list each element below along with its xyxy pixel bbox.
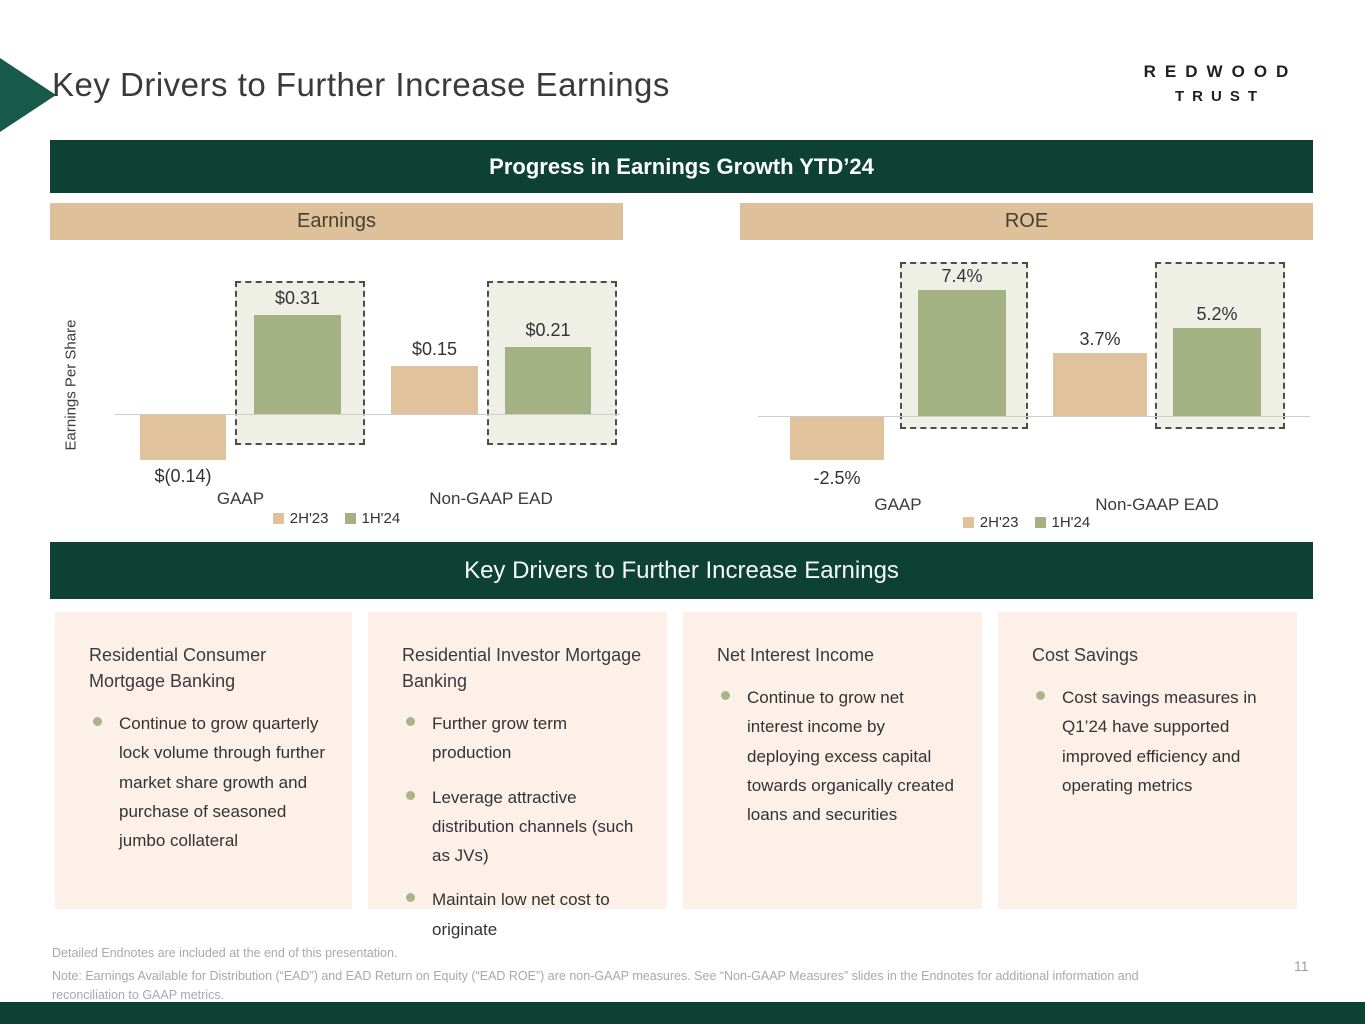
bullet-item: Maintain low net cost to originate	[402, 885, 643, 943]
bottom-green-bar	[0, 1002, 1365, 1024]
page-title: Key Drivers to Further Increase Earnings	[52, 66, 670, 103]
legend-swatch-tan	[962, 517, 974, 528]
page-number: 11	[1294, 958, 1309, 974]
bullet-icon	[406, 893, 415, 903]
category-label-non-gaap-ead: Non-GAAP EAD	[1095, 495, 1219, 514]
bullet-item: Continue to grow quarterly lock volume t…	[89, 709, 328, 855]
legend-label: 2H'23	[289, 510, 329, 527]
earnings-legend: 2H'23 1H'24	[50, 510, 623, 527]
legend-label: 1H'24	[361, 510, 401, 527]
bullet-item: Further grow term production	[402, 709, 643, 767]
driver-column-net-interest-income: Net Interest Income Continue to grow net…	[683, 612, 982, 909]
earnings-axis-baseline	[115, 414, 620, 415]
legend-item-2h23: 2H'23	[272, 510, 329, 527]
category-label-gaap: GAAP	[216, 489, 265, 508]
earnings-y-axis-label: Earnings Per Share	[62, 319, 80, 451]
legend-item-2h23: 2H'23	[962, 514, 1019, 531]
driver-column-residential-consumer: Residential Consumer Mortgage Banking Co…	[55, 612, 352, 909]
driver-column-cost-savings: Cost Savings Cost savings measures in Q1…	[998, 612, 1297, 909]
bullet-icon	[1036, 691, 1045, 701]
legend-label: 1H'24	[1051, 514, 1091, 531]
value-label: 3.7%	[1079, 329, 1121, 349]
value-label: $0.21	[525, 320, 571, 340]
bullet-icon	[406, 717, 415, 727]
value-label: -2.5%	[813, 468, 861, 488]
earnings-section-header: Earnings	[50, 203, 623, 240]
driver-heading: Net Interest Income	[717, 645, 875, 665]
bullet-item: Cost savings measures in Q1’24 have supp…	[1032, 683, 1273, 800]
bullet-text: Continue to grow net interest income by …	[747, 688, 954, 825]
driver-heading: Residential Consumer Mortgage Banking	[89, 645, 267, 692]
legend-item-1h24: 1H'24	[1034, 514, 1091, 531]
bar-roe-1h24-gaap	[918, 290, 1006, 416]
bullet-icon	[406, 790, 415, 800]
roe-axis-baseline	[758, 416, 1310, 417]
bullet-item: Continue to grow net interest income by …	[717, 683, 958, 829]
bullet-text: Leverage attractive distribution channel…	[432, 787, 634, 866]
chevron-arrow-icon	[0, 58, 56, 132]
bullet-item: Leverage attractive distribution channel…	[402, 783, 643, 871]
key-drivers-banner: Key Drivers to Further Increase Earnings	[50, 542, 1313, 599]
driver-column-residential-investor: Residential Investor Mortgage Banking Fu…	[368, 612, 667, 939]
roe-legend: 2H'23 1H'24	[740, 514, 1313, 531]
progress-banner: Progress in Earnings Growth YTD’24	[50, 140, 1313, 193]
value-label: $0.31	[274, 288, 321, 308]
legend-swatch-green	[1034, 517, 1046, 528]
endnotes-text: Detailed Endnotes are included at the en…	[52, 946, 398, 960]
bullet-text: Maintain low net cost to originate	[432, 890, 610, 939]
bar-earnings-1h24-ead	[505, 347, 591, 414]
bullet-text: Continue to grow quarterly lock volume t…	[119, 714, 325, 851]
bar-roe-2h23-gaap	[790, 417, 884, 460]
bar-earnings-2h23-gaap	[140, 415, 226, 460]
value-label: $(0.14)	[154, 466, 212, 486]
bar-roe-2h23-ead	[1053, 353, 1147, 416]
category-label-non-gaap-ead: Non-GAAP EAD	[429, 489, 553, 508]
non-gaap-note-text: Note: Earnings Available for Distributio…	[52, 969, 1139, 1003]
logo-text-trust: TRUST	[1175, 88, 1265, 105]
legend-swatch-green	[344, 513, 356, 524]
bar-earnings-1h24-gaap	[254, 315, 341, 414]
category-label-gaap: GAAP	[874, 495, 922, 514]
bullet-icon	[93, 717, 102, 727]
bar-roe-1h24-ead	[1173, 328, 1261, 416]
legend-item-1h24: 1H'24	[344, 510, 401, 527]
legend-label: 2H'23	[979, 514, 1019, 531]
driver-heading: Residential Investor Mortgage Banking	[402, 645, 642, 692]
roe-section-header: ROE	[740, 203, 1313, 240]
bullet-text: Further grow term production	[432, 714, 568, 763]
value-label: $0.15	[411, 339, 458, 359]
logo-text-redwood: REDWOOD	[1143, 62, 1298, 81]
bullet-icon	[721, 691, 730, 701]
legend-swatch-tan	[272, 513, 284, 524]
value-label: 7.4%	[941, 266, 983, 286]
bullet-text: Cost savings measures in Q1’24 have supp…	[1062, 688, 1257, 795]
value-label: 5.2%	[1196, 304, 1238, 324]
redwood-trust-logo: REDWOOD TRUST	[1111, 62, 1321, 105]
bar-earnings-2h23-ead	[391, 366, 478, 414]
driver-heading: Cost Savings	[1032, 645, 1139, 665]
